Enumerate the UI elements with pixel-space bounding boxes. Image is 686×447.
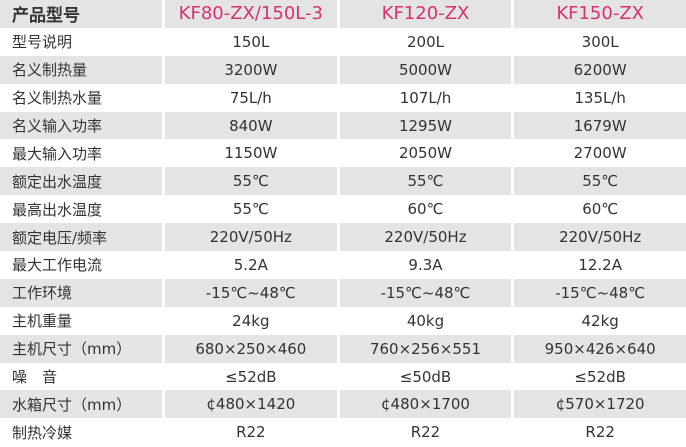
row-label: 额定电压/频率 [0,223,162,252]
cell-value: ¢480×1700 [339,390,512,419]
cell-value: 1150W [224,144,278,163]
cell-value: 60℃ [582,200,619,219]
cell-value: 3200W [165,55,337,84]
row-label: 工作环境 [0,278,162,307]
row-label: 噪 音 [12,368,58,387]
cell-value: 24kg [232,311,270,330]
cell-value: 1679W [514,111,686,140]
cell-value: 60℃ [407,200,444,219]
table-row: 名义输入功率 840W 1295W 1679W [0,111,686,140]
row-label: 制热冷媒 [12,423,73,442]
row-label: 水箱尺寸（mm） [0,390,162,419]
cell-value: 220V/50Hz [339,223,512,252]
cell-value: 840W [165,111,337,140]
cell-value: ¢480×1420 [165,390,337,419]
table-row: 工作环境 -15℃~48℃ -15℃~48℃ -15℃~48℃ [0,278,686,307]
row-label: 主机尺寸（mm） [0,334,162,363]
row-label: 名义制热量 [0,55,162,84]
cell-value: 42kg [581,311,619,330]
row-label: 型号说明 [12,33,73,52]
cell-value: 107L/h [399,88,452,107]
cell-value: -15℃~48℃ [514,278,686,307]
cell-value: 55℃ [232,200,269,219]
cell-value: 220V/50Hz [514,223,686,252]
cell-value: 150L [232,32,270,51]
cell-value: R22 [236,423,266,442]
cell-value: 12.2A [578,255,622,274]
model-name: KF80-ZX/150L-3 [165,0,337,28]
cell-value: 5.2A [233,255,268,274]
table-row: 额定电压/频率 220V/50Hz 220V/50Hz 220V/50Hz [0,223,686,252]
cell-value: 2700W [573,144,627,163]
table-row: 最大工作电流 5.2A 9.3A 12.2A [0,251,686,279]
cell-value: R22 [410,423,441,442]
cell-value: 760×256×551 [339,334,512,363]
cell-value: 1295W [339,111,512,140]
cell-value: 2050W [398,144,452,163]
table-row: 型号说明 150L 200L 300L [0,28,686,56]
model-name: KF150-ZX [514,0,686,28]
table-row: 水箱尺寸（mm） ¢480×1420 ¢480×1700 ¢570×1720 [0,390,686,419]
header-row: 产品型号 KF80-ZX/150L-3 KF120-ZX KF150-ZX [0,0,686,28]
cell-value: ≤52dB [225,367,277,386]
cell-value: 135L/h [574,88,626,107]
cell-value: 220V/50Hz [165,223,337,252]
cell-value: ¢570×1720 [514,390,686,419]
table-row: 制热冷媒 R22 R22 R22 [0,418,686,446]
cell-value: 75L/h [229,88,272,107]
table-row: 名义制热水量 75L/h 107L/h 135L/h [0,84,686,112]
cell-value: 9.3A [408,255,443,274]
cell-value: 680×250×460 [165,334,337,363]
cell-value: -15℃~48℃ [339,278,512,307]
row-label: 最大工作电流 [12,256,103,275]
cell-value: 300L [581,32,619,51]
cell-value: 55℃ [339,167,512,196]
table-row: 噪 音 ≤52dB ≤50dB ≤52dB [0,363,686,391]
table-row: 最大输入功率 1150W 2050W 2700W [0,139,686,167]
cell-value: ≤52dB [574,367,626,386]
cell-value: 55℃ [514,167,686,196]
cell-value: 6200W [514,55,686,84]
cell-value: 55℃ [165,167,337,196]
cell-value: 200L [406,32,444,51]
table-row: 主机重量 24kg 40kg 42kg [0,307,686,335]
model-name: KF120-ZX [339,0,512,28]
row-label: 名义输入功率 [0,111,162,140]
cell-value: 950×426×640 [514,334,686,363]
row-label: 额定出水温度 [0,167,162,196]
table-row: 名义制热量 3200W 5000W 6200W [0,55,686,84]
table-row: 额定出水温度 55℃ 55℃ 55℃ [0,167,686,196]
cell-value: 5000W [339,55,512,84]
table-row: 最高出水温度 55℃ 60℃ 60℃ [0,195,686,223]
cell-value: -15℃~48℃ [165,278,337,307]
table-row: 主机尺寸（mm） 680×250×460 760×256×551 950×426×64… [0,334,686,363]
cell-value: ≤50dB [399,367,452,386]
cell-value: R22 [585,423,615,442]
row-label: 主机重量 [12,312,73,331]
row-label: 最高出水温度 [12,200,103,219]
cell-value: 40kg [406,311,445,330]
row-label: 最大输入功率 [12,144,103,163]
header-label: 产品型号 [0,0,162,28]
row-label: 名义制热水量 [12,89,103,108]
